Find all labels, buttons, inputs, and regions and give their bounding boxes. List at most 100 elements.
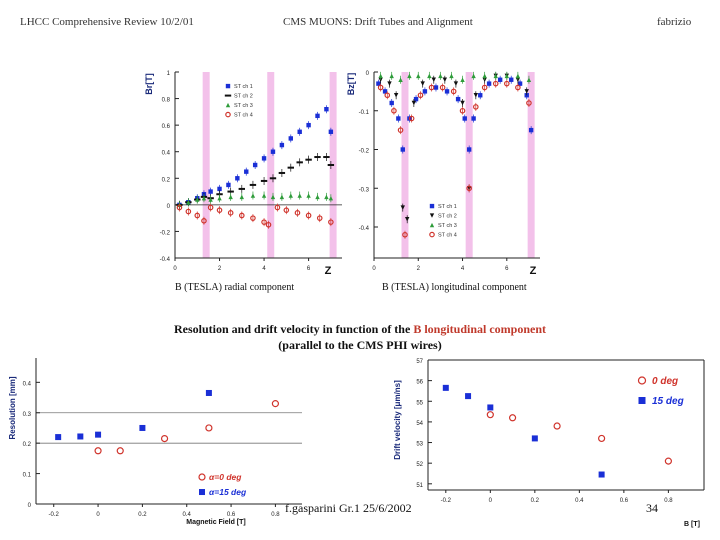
drift_velocity-y-tick-label: 57: [416, 359, 423, 365]
radial-y-tick-label: 0.6: [162, 124, 171, 130]
drift_velocity-legend-label: 0 deg: [652, 376, 678, 387]
longitudinal-y-tick-label: 0: [366, 71, 370, 77]
longitudinal-point-ST-ch-1: [413, 96, 419, 102]
longitudinal-x-tick-label: 2: [417, 266, 421, 272]
longitudinal-point-ST-ch-2: [460, 100, 465, 106]
radial-point-ST-ch-1: [261, 156, 267, 161]
longitudinal-point-ST-ch-2: [473, 93, 479, 98]
radial-x-axis-label: Z: [325, 265, 332, 277]
drift_velocity-y-tick-label: 53: [416, 442, 423, 448]
longitudinal-point-ST-ch-1: [389, 100, 394, 106]
resolution-y-tick-label: 0: [28, 503, 32, 509]
longitudinal-y-tick-label: -0.4: [359, 226, 370, 232]
longitudinal-point-ST-ch-1: [455, 96, 461, 102]
longitudinal-point-ST-ch-3: [504, 73, 509, 79]
page-number: 34: [646, 501, 658, 515]
resolution-y-tick-label: 0.4: [23, 381, 32, 387]
resolution-x-tick-label: 0: [96, 512, 100, 518]
radial-legend-label: ST ch 3: [234, 103, 253, 109]
longitudinal-point-ST-ch-4: [515, 84, 521, 91]
longitudinal-point-ST-ch-3: [378, 73, 383, 79]
longitudinal-point-ST-ch-4: [377, 84, 384, 91]
longitudinal-point-ST-ch-1: [396, 116, 401, 121]
drift_velocity-point-0-deg: [664, 457, 672, 465]
longitudinal-band-1: [465, 72, 473, 258]
longitudinal-x-tick-label: 4: [461, 266, 465, 272]
drift_velocity-legend-marker: [637, 376, 647, 385]
radial-point-ST-ch-4: [227, 210, 234, 216]
radial-legend-marker: [225, 111, 231, 118]
longitudinal-point-ST-ch-1: [376, 81, 381, 86]
radial-point-ST-ch-4: [185, 208, 192, 215]
longitudinal-point-ST-ch-3: [398, 77, 403, 82]
radial-y-tick-label: 0.2: [162, 177, 171, 183]
longitudinal-point-ST-ch-2: [453, 81, 459, 86]
longitudinal-point-ST-ch-2: [524, 89, 529, 94]
longitudinal-point-ST-ch-1: [462, 116, 467, 121]
radial-point-ST-ch-3: [208, 197, 213, 202]
longitudinal-legend-marker: [429, 222, 435, 228]
radial-point-ST-ch-3: [270, 194, 276, 200]
longitudinal-point-ST-ch-3: [438, 73, 443, 79]
radial-point-ST-ch-4: [176, 204, 183, 211]
drift_velocity-x-tick-label: 0.8: [664, 498, 673, 504]
longitudinal-point-ST-ch-3: [515, 73, 521, 79]
resolution-y-tick-label: 0.3: [23, 412, 32, 418]
longitudinal-point-ST-ch-4: [428, 84, 435, 91]
drift_velocity-x-tick-label: 0.2: [531, 498, 540, 504]
longitudinal-point-ST-ch-4: [391, 107, 397, 114]
resolution-x-tick-label: 0.4: [183, 512, 192, 518]
longitudinal-chart: 0 2 4 6 0 -0.1 -0.2 -0.3 -0.4 Bz[T] Z ST ch 1 ST ch …: [346, 71, 540, 277]
radial-x-tick-label: 2: [218, 266, 222, 272]
radial-point-ST-ch-1: [288, 136, 293, 141]
radial-point-ST-ch-1: [208, 189, 213, 194]
longitudinal-point-ST-ch-2: [393, 93, 399, 98]
header-right: fabrizio: [657, 16, 692, 28]
longitudinal-point-ST-ch-3: [407, 73, 412, 79]
radial-caption: B (TESLA) radial component: [175, 282, 295, 293]
longitudinal-point-ST-ch-1: [478, 93, 483, 98]
longitudinal-band-0: [401, 72, 409, 258]
radial-point-ST-ch-4: [265, 221, 272, 228]
longitudinal-point-ST-ch-1: [528, 127, 534, 133]
header-left: LHCC Comprehensive Review 10/2/01: [20, 16, 194, 28]
longitudinal-point-ST-ch-3: [416, 73, 421, 79]
longitudinal-point-ST-ch-3: [389, 73, 394, 79]
drift_velocity-x-axis-label: B [T]: [684, 521, 700, 528]
drift_velocity-y-tick-label: 51: [416, 483, 423, 489]
section-title-prefix: Resolution and drift velocity in functio…: [173, 322, 414, 336]
drift_velocity-point-15-deg: [598, 471, 605, 478]
drift_velocity-x-tick-label: 0.4: [575, 498, 584, 504]
radial-point-ST-ch-4: [250, 215, 256, 221]
resolution-y-tick-label: 0.1: [23, 473, 32, 479]
longitudinal-point-ST-ch-4: [473, 104, 479, 110]
radial-legend-label: ST ch 2: [234, 94, 253, 100]
radial-point-ST-ch-1: [279, 142, 285, 148]
radial-point-ST-ch-1: [324, 107, 329, 112]
drift_velocity-legend-marker: [638, 397, 646, 404]
radial-point-ST-ch-3: [297, 193, 302, 198]
radial-point-ST-ch-4: [283, 207, 290, 213]
radial-point-ST-ch-4: [305, 212, 312, 219]
resolution-x-axis-label: Magnetic Field [T]: [186, 519, 246, 526]
longitudinal-point-ST-ch-1: [433, 85, 439, 90]
radial-point-ST-ch-4: [294, 210, 301, 216]
resolution-point-α=0-deg: [205, 424, 213, 432]
longitudinal-point-ST-ch-2: [405, 217, 410, 222]
longitudinal-point-ST-ch-1: [382, 89, 388, 94]
drift_velocity-point-0-deg: [486, 411, 494, 419]
drift_velocity-y-tick-label: 55: [416, 400, 423, 406]
longitudinal-caption: B (TESLA) longitudinal component: [382, 282, 527, 293]
radial-point-ST-ch-3: [279, 194, 285, 200]
resolution-legend-label: α=0 deg: [209, 472, 242, 482]
drift_velocity-point-0-deg: [598, 434, 606, 443]
drift_velocity-x-tick-label: 0: [489, 498, 493, 504]
radial-point-ST-ch-1: [244, 169, 249, 174]
radial-legend-label: ST ch 1: [234, 84, 253, 90]
radial-point-ST-ch-3: [201, 196, 207, 201]
drift_velocity-point-15-deg: [442, 384, 449, 391]
drift_velocity-point-15-deg: [465, 393, 472, 400]
longitudinal-point-ST-ch-3: [471, 73, 476, 79]
longitudinal-point-ST-ch-3: [427, 73, 432, 79]
drift_velocity-legend-label: 15 deg: [652, 396, 684, 407]
